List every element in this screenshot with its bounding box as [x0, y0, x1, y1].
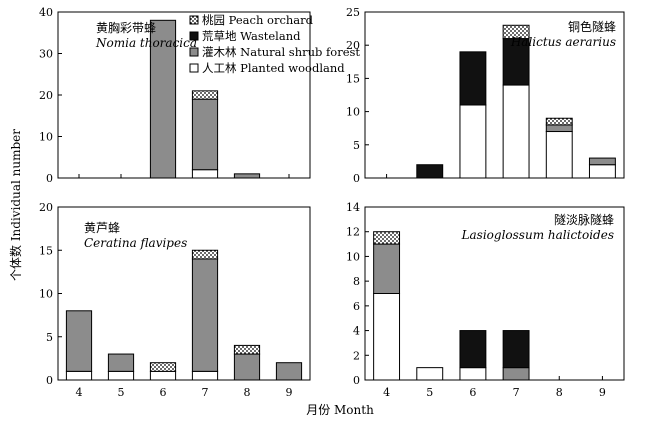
y-tick-label: 5: [353, 139, 360, 152]
bar-segment-wood: [65, 370, 93, 381]
panel-subtitle: Lasioglossum halictoides: [461, 228, 614, 242]
y-tick-label: 0: [46, 374, 53, 387]
x-tick-label: 8: [556, 386, 563, 399]
bar-segment-peach: [545, 117, 573, 126]
y-axis-label: 个体数 Individual number: [8, 129, 23, 281]
y-tick-label: 10: [346, 106, 360, 119]
x-axis-label: 月份 Month: [306, 403, 374, 417]
bar-segment-wood: [191, 370, 219, 381]
panel-subtitle: Nomia thoracica: [95, 36, 197, 50]
bar-segment-wood: [191, 169, 219, 179]
legend-swatch-waste: [189, 31, 199, 41]
bar-segment-peach: [502, 24, 530, 40]
bar-segment-shrub: [373, 243, 401, 294]
y-tick-label: 0: [353, 374, 360, 387]
legend-swatch-shrub: [189, 47, 199, 57]
y-tick-label: 2: [353, 349, 360, 362]
bar-segment-shrub: [233, 173, 261, 179]
y-tick-label: 0: [46, 172, 53, 185]
bar-segment-peach: [191, 90, 219, 100]
x-tick-label: 9: [286, 386, 293, 399]
bar-segment-shrub: [149, 19, 177, 179]
y-tick-label: 20: [39, 89, 53, 102]
x-tick-label: 6: [469, 386, 476, 399]
x-tick-label: 7: [513, 386, 520, 399]
bar-segment-waste: [459, 330, 487, 369]
plot-frame: [364, 206, 625, 381]
bar-segment-shrub: [545, 124, 573, 133]
bar-segment-wood: [416, 367, 444, 381]
bar-segment-shrub: [233, 353, 261, 381]
bar-segment-shrub: [275, 362, 303, 381]
bar-segment-shrub: [191, 98, 219, 171]
y-tick-label: 10: [39, 288, 53, 301]
bar-segment-wood: [107, 370, 135, 381]
legend: 桃园 Peach orchard 荒草地 Wasteland 灌木林 Natural…: [189, 13, 360, 75]
x-tick-label: 4: [76, 386, 83, 399]
bar-segment-wood: [588, 164, 616, 179]
legend-label-waste: 荒草地 Wasteland: [202, 29, 301, 43]
panel-title: 铜色隧蜂: [568, 19, 616, 34]
bar-segment-peach: [373, 231, 401, 245]
y-tick-label: 4: [353, 325, 360, 338]
bar-segment-peach: [149, 362, 177, 372]
x-tick-label: 6: [160, 386, 167, 399]
panel-title: 隧淡脉隧蜂: [554, 212, 614, 227]
y-tick-label: 12: [346, 226, 360, 239]
panel-subtitle: Ceratina flavipes: [84, 236, 187, 250]
y-tick-label: 15: [39, 244, 53, 257]
y-tick-label: 30: [39, 48, 53, 61]
bar-segment-wood: [545, 131, 573, 179]
y-tick-label: 40: [39, 6, 53, 19]
x-tick-label: 5: [118, 386, 125, 399]
y-tick-label: 8: [353, 275, 360, 288]
y-tick-label: 25: [346, 6, 360, 19]
legend-label-wood: 人工林 Planted woodland: [202, 61, 345, 75]
y-tick-label: 15: [346, 72, 360, 85]
bar-segment-wood: [459, 104, 487, 179]
bar-segment-waste: [459, 51, 487, 106]
panel-title: 黄胸彩带蜂: [96, 20, 156, 35]
legend-swatch-wood: [189, 63, 199, 73]
x-tick-label: 8: [244, 386, 251, 399]
x-tick-label: 5: [426, 386, 433, 399]
y-tick-label: 6: [353, 300, 360, 313]
y-tick-label: 20: [346, 39, 360, 52]
bar-segment-waste: [502, 330, 530, 369]
bar-segment-shrub: [65, 310, 93, 372]
bar-segment-shrub: [107, 353, 135, 372]
bar-segment-peach: [191, 249, 219, 260]
y-tick-label: 0: [353, 172, 360, 185]
y-tick-label: 14: [346, 201, 360, 214]
y-tick-label: 10: [39, 131, 53, 144]
x-tick-label: 7: [202, 386, 209, 399]
legend-label-peach: 桃园 Peach orchard: [202, 13, 314, 27]
bar-segment-shrub: [191, 258, 219, 372]
x-tick-label: 9: [599, 386, 606, 399]
y-tick-label: 20: [39, 201, 53, 214]
bar-segment-shrub: [502, 367, 530, 381]
legend-label-shrub: 灌木林 Natural shrub forest: [202, 45, 360, 59]
bar-segment-shrub: [588, 157, 616, 166]
x-tick-label: 4: [383, 386, 390, 399]
panel-subtitle: Halictus aerarius: [510, 35, 616, 49]
bar-segment-peach: [233, 344, 261, 355]
panel-title: 黄芦蜂: [84, 221, 120, 235]
bar-segment-wood: [502, 84, 530, 179]
y-tick-label: 5: [46, 331, 53, 344]
bar-segment-waste: [416, 164, 444, 179]
legend-swatch-peach: [189, 15, 199, 25]
bar-segment-wood: [373, 293, 401, 381]
y-tick-label: 10: [346, 250, 360, 263]
plot-frame: [364, 11, 625, 179]
bar-segment-wood: [459, 367, 487, 381]
bar-segment-wood: [149, 370, 177, 381]
